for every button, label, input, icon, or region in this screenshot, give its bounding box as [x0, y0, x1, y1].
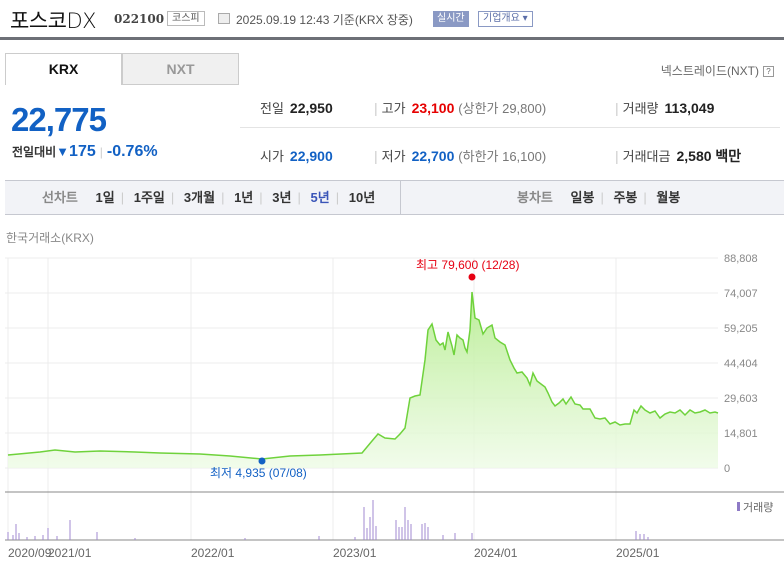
company-name: 포스코DX	[10, 9, 97, 33]
market-badge: 코스피	[167, 11, 205, 26]
high-annotation: 최고 79,600 (12/28)	[416, 258, 519, 272]
period-3m[interactable]: 3개월	[183, 190, 216, 205]
candle-daily[interactable]: 일봉	[570, 190, 595, 205]
svg-text:2024/01: 2024/01	[474, 546, 518, 560]
line-chart-periods: 선차트 1일 | 1주일 | 3개월 | 1년 | 3년 | 5년 | 10년	[42, 190, 376, 205]
svg-text:74,007: 74,007	[724, 288, 758, 300]
svg-text:14,801: 14,801	[724, 428, 758, 440]
change-percent: -0.76%	[106, 143, 158, 160]
period-selector: 선차트 1일 | 1주일 | 3개월 | 1년 | 3년 | 5년 | 10년 봉차트 일봉…	[5, 180, 784, 215]
candle-chart-periods: 봉차트 일봉 | 주봉 | 월봉	[400, 181, 784, 214]
stats-panel: 전일 22,950 | 고가 23,100 (상한가 29,800) | 거래량 113,…	[240, 88, 784, 178]
stat-low: | 저가 22,700 (하한가 16,100)	[374, 148, 547, 164]
svg-text:59,205: 59,205	[724, 323, 758, 335]
svg-text:29,603: 29,603	[724, 393, 758, 405]
period-3y[interactable]: 3년	[272, 190, 292, 205]
nxt-link-label[interactable]: 넥스트레이드(NXT)	[660, 64, 759, 78]
help-icon[interactable]: ?	[763, 66, 774, 78]
down-arrow-icon: ▼	[56, 144, 70, 159]
grid	[5, 257, 718, 540]
period-1d[interactable]: 1일	[95, 190, 115, 205]
svg-text:2023/01: 2023/01	[333, 546, 377, 560]
high-marker	[468, 273, 476, 281]
stat-high: | 고가 23,100 (상한가 29,800)	[374, 100, 547, 116]
divider: |	[99, 145, 103, 159]
svg-text:44,404: 44,404	[724, 358, 758, 370]
stat-trade-value: | 거래대금 2,580 백만	[615, 148, 742, 164]
svg-text:88,808: 88,808	[724, 253, 758, 265]
volume-bars	[7, 500, 649, 540]
svg-text:0: 0	[724, 463, 730, 475]
tab-nxt[interactable]: NXT	[122, 53, 239, 85]
price-chart[interactable]: 최고 79,600 (12/28) 최저 4,935 (07/08) 88,80…	[0, 250, 784, 568]
low-annotation: 최저 4,935 (07/08)	[210, 466, 307, 480]
timestamp: 2025.09.19 12:43 기준(KRX 장중)	[236, 13, 413, 27]
change-value: 175	[69, 143, 96, 160]
period-1y[interactable]: 1년	[234, 190, 254, 205]
realtime-badge[interactable]: 실시간	[433, 11, 469, 27]
svg-text:2022/01: 2022/01	[191, 546, 235, 560]
candle-weekly[interactable]: 주봉	[613, 190, 638, 205]
svg-text:2021/01: 2021/01	[48, 546, 92, 560]
period-1w[interactable]: 1주일	[133, 190, 165, 205]
change-label: 전일대비	[12, 145, 57, 159]
period-10y[interactable]: 10년	[348, 190, 376, 205]
calendar-icon	[218, 13, 230, 24]
price-area	[8, 292, 718, 468]
exchange-label: 한국거래소(KRX)	[6, 231, 94, 245]
candle-chart-label: 봉차트	[517, 190, 553, 205]
stat-open: 시가 22,900	[260, 148, 333, 164]
stock-header: 포스코DX 022100 코스피 2025.09.19 12:43 기준(KRX…	[0, 0, 784, 40]
price-line	[7, 291, 719, 460]
period-5y[interactable]: 5년	[310, 190, 330, 205]
volume-legend: 거래량	[743, 501, 773, 514]
line-chart-label: 선차트	[42, 190, 78, 205]
company-overview-button[interactable]: 기업개요 ▾	[478, 11, 533, 27]
stock-code: 022100	[114, 12, 165, 26]
price-change: 전일대비▼175 | -0.76%	[12, 143, 158, 161]
stat-volume: | 거래량 113,049	[615, 100, 715, 116]
x-axis-labels: 2020/09 2021/01 2022/01 2023/01 2024/01 …	[8, 546, 660, 560]
svg-text:2020/09: 2020/09	[8, 546, 52, 560]
tab-krx[interactable]: KRX	[5, 53, 122, 85]
current-price: 22,775	[11, 101, 107, 138]
y-axis-labels: 88,808 74,007 59,205 44,404 29,603 14,80…	[724, 253, 758, 475]
low-marker	[258, 457, 266, 465]
svg-text:2025/01: 2025/01	[616, 546, 660, 560]
stat-prev-close: 전일 22,950	[260, 100, 333, 116]
nxt-link[interactable]: 넥스트레이드(NXT)?	[661, 62, 774, 79]
candle-monthly[interactable]: 월봉	[656, 190, 681, 205]
